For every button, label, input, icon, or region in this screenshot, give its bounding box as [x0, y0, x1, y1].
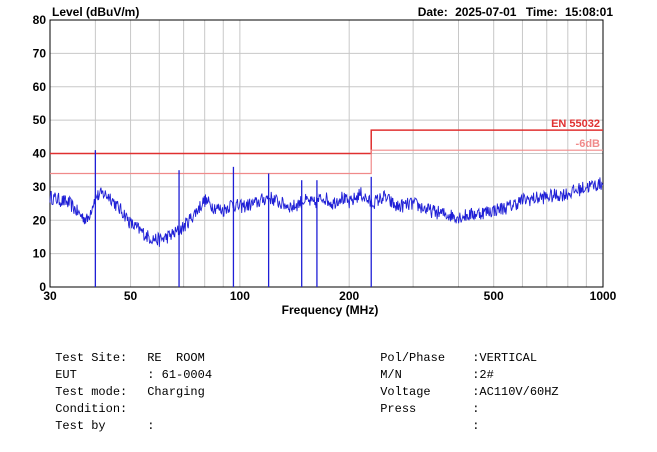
- date-value: 2025-07-01: [455, 5, 517, 19]
- y-tick-label: 0: [39, 280, 46, 294]
- press-label: Press: [380, 402, 417, 416]
- x-axis-label: Frequency (MHz): [282, 303, 379, 317]
- blank-value: :: [472, 419, 480, 433]
- info-row-press: Press:: [337, 384, 559, 416]
- limit-lines: EN 55032 -6dB: [50, 118, 603, 175]
- mn-label: M/N: [380, 368, 402, 382]
- test-info-right: Pol/Phase :VERTICAL M/N :2# Voltage :AC110V…: [337, 333, 559, 433]
- info-row-eut: EUT : 61-0004: [12, 350, 212, 382]
- press-value: :: [472, 402, 480, 416]
- voltage-label: Voltage: [380, 385, 431, 399]
- info-row-test-site: Test Site: RE ROOM: [12, 333, 212, 365]
- y-tick-label: 10: [33, 247, 47, 261]
- time-label: Time:: [526, 5, 558, 19]
- measurement-series: [49, 177, 604, 247]
- info-row-pol-phase: Pol/Phase :VERTICAL: [337, 333, 559, 365]
- limit-label: -6dB: [576, 138, 601, 150]
- test-by-value: :: [147, 419, 155, 433]
- x-tick-label: 1000: [590, 289, 617, 303]
- test-info-panel: Test Site: RE ROOM EUT : 61-0004 Test mode…: [12, 333, 652, 433]
- test-site-value: RE ROOM: [147, 351, 205, 365]
- test-mode-value: Charging: [147, 385, 205, 399]
- series-line: [49, 177, 604, 247]
- x-tick-label: 50: [124, 289, 138, 303]
- info-row-mn: M/N :2#: [337, 350, 559, 382]
- header-datetime: Date: 2025-07-01 Time: 15:08:01: [418, 5, 614, 19]
- y-axis-label: Level (dBuV/m): [52, 5, 139, 19]
- emission-chart: EN 55032 -6dB 0 10 20 30 40 50 60 70 80 30 50 100 20…: [33, 5, 617, 317]
- y-tick-label: 40: [33, 147, 47, 161]
- pol-phase-label: Pol/Phase: [380, 351, 446, 365]
- test-site-label: Test Site:: [55, 351, 128, 365]
- test-info-left: Test Site: RE ROOM EUT : 61-0004 Test mode…: [12, 333, 212, 433]
- x-tick-labels: 30 50 100 200 500 1000: [43, 289, 616, 303]
- condition-label: Condition:: [55, 402, 128, 416]
- x-tick-label: 200: [339, 289, 359, 303]
- limit-label: EN 55032: [551, 118, 600, 130]
- eut-label: EUT: [55, 368, 77, 382]
- limit-line: [50, 129, 603, 155]
- test-mode-label: Test mode:: [55, 385, 128, 399]
- pol-phase-value: :VERTICAL: [472, 351, 538, 365]
- info-row-voltage: Voltage :AC110V/60HZ: [337, 367, 558, 399]
- date-label: Date:: [418, 5, 448, 19]
- info-row-condition: Condition:: [12, 384, 212, 416]
- y-tick-label: 50: [33, 113, 47, 127]
- mn-value: :2#: [472, 368, 494, 382]
- x-tick-label: 500: [484, 289, 504, 303]
- y-tick-label: 70: [33, 46, 47, 60]
- y-tick-label: 20: [33, 213, 47, 227]
- test-by-label: Test by: [55, 419, 106, 433]
- y-tick-label: 60: [33, 80, 47, 94]
- limit-line: [50, 149, 603, 175]
- x-tick-label: 30: [43, 289, 57, 303]
- info-row-test-mode: Test mode: Charging: [12, 367, 212, 399]
- time-value: 15:08:01: [565, 5, 613, 19]
- y-tick-label: 80: [33, 13, 47, 27]
- voltage-value: :AC110V/60HZ: [472, 385, 559, 399]
- y-tick-label: 30: [33, 180, 47, 194]
- eut-value: : 61-0004: [147, 368, 213, 382]
- emission-spikes: [94, 150, 372, 287]
- y-tick-labels: 0 10 20 30 40 50 60 70 80: [33, 13, 47, 294]
- x-tick-label: 100: [230, 289, 250, 303]
